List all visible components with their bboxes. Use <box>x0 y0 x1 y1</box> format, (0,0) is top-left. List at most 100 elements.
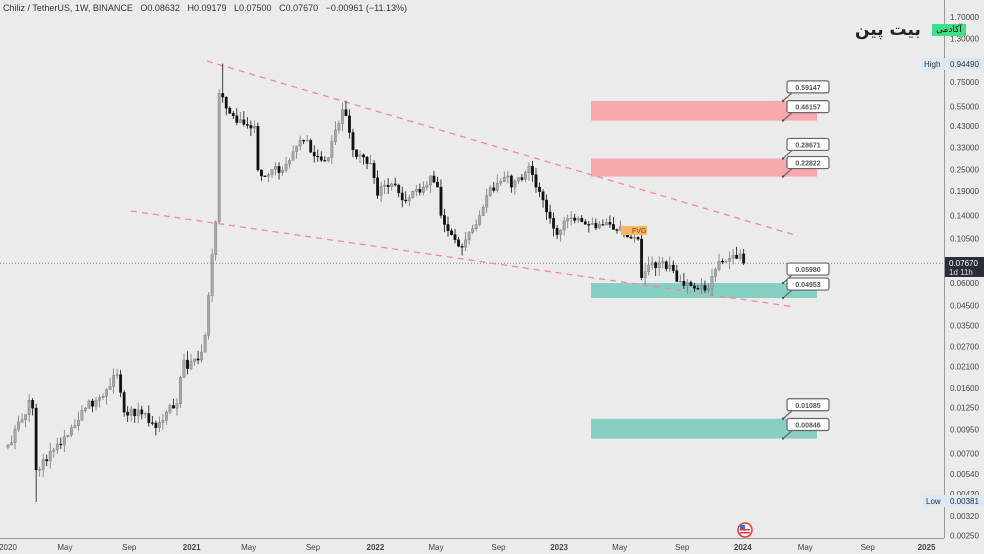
candle[interactable] <box>703 280 707 293</box>
candle[interactable] <box>506 170 510 184</box>
supply-zone[interactable] <box>591 158 817 177</box>
candle[interactable] <box>421 181 425 196</box>
candle[interactable] <box>615 228 619 234</box>
candle[interactable] <box>267 172 270 182</box>
candle[interactable] <box>196 350 200 365</box>
candle[interactable] <box>10 435 13 446</box>
demand-zone[interactable] <box>591 418 817 439</box>
candle[interactable] <box>91 398 94 413</box>
candle[interactable] <box>302 139 306 145</box>
candle[interactable] <box>270 169 274 179</box>
candle[interactable] <box>397 183 401 198</box>
candle[interactable] <box>608 215 612 228</box>
candle[interactable] <box>696 285 700 291</box>
candle[interactable] <box>640 230 644 281</box>
candle[interactable] <box>443 208 446 233</box>
candle[interactable] <box>105 388 108 405</box>
candle[interactable] <box>101 393 105 400</box>
candle[interactable] <box>583 219 587 225</box>
candle[interactable] <box>576 216 580 224</box>
candle[interactable] <box>337 120 341 134</box>
candle[interactable] <box>228 106 232 115</box>
candle[interactable] <box>221 63 225 103</box>
candle[interactable] <box>136 402 140 424</box>
candle[interactable] <box>531 160 534 182</box>
candle[interactable] <box>513 178 517 195</box>
candle[interactable] <box>548 204 552 224</box>
candle[interactable] <box>376 170 379 199</box>
candle[interactable] <box>17 415 20 433</box>
candle[interactable] <box>55 437 59 455</box>
candle[interactable] <box>393 177 397 187</box>
candle[interactable] <box>541 189 545 208</box>
candle[interactable] <box>94 397 98 411</box>
candle[interactable] <box>326 157 330 163</box>
candle[interactable] <box>710 268 714 297</box>
candle[interactable] <box>13 425 17 450</box>
candle[interactable] <box>735 246 739 260</box>
candle[interactable] <box>143 411 147 419</box>
candle[interactable] <box>6 443 10 450</box>
candle[interactable] <box>478 210 482 227</box>
candle[interactable] <box>700 278 703 294</box>
candle[interactable] <box>362 153 365 165</box>
candle[interactable] <box>133 408 137 423</box>
upper-trendline[interactable] <box>206 60 799 237</box>
candle[interactable] <box>87 399 91 410</box>
candle[interactable] <box>140 405 144 420</box>
candle[interactable] <box>330 135 334 164</box>
candle[interactable] <box>98 394 101 408</box>
candle[interactable] <box>291 145 295 161</box>
candle[interactable] <box>316 149 320 162</box>
candle[interactable] <box>562 216 566 236</box>
candle[interactable] <box>587 220 591 233</box>
candle[interactable] <box>186 351 189 375</box>
candle[interactable] <box>524 170 527 183</box>
candle[interactable] <box>742 248 746 266</box>
candle[interactable] <box>351 128 355 158</box>
candle[interactable] <box>671 260 675 274</box>
candle[interactable] <box>41 453 45 477</box>
candle[interactable] <box>323 156 327 162</box>
candle[interactable] <box>200 344 203 363</box>
candle[interactable] <box>450 228 453 236</box>
candle[interactable] <box>481 204 485 217</box>
candle[interactable] <box>738 249 742 261</box>
candle[interactable] <box>457 236 460 248</box>
candle[interactable] <box>319 151 323 163</box>
candle[interactable] <box>298 135 302 151</box>
candle[interactable] <box>643 263 647 285</box>
candle[interactable] <box>84 406 87 413</box>
candle[interactable] <box>210 248 214 302</box>
candle[interactable] <box>129 406 133 422</box>
candle[interactable] <box>538 182 541 198</box>
candle[interactable] <box>453 228 457 244</box>
candle[interactable] <box>383 179 387 195</box>
candle[interactable] <box>333 121 337 145</box>
candle[interactable] <box>263 175 267 177</box>
candle[interactable] <box>305 134 309 142</box>
candle[interactable] <box>432 170 436 184</box>
candle[interactable] <box>418 183 422 196</box>
candle[interactable] <box>76 411 80 431</box>
candle[interactable] <box>731 248 735 265</box>
candle[interactable] <box>284 156 288 173</box>
candle[interactable] <box>566 214 570 229</box>
candle[interactable] <box>207 292 211 340</box>
candle[interactable] <box>400 186 404 208</box>
candle[interactable] <box>650 256 654 271</box>
candle[interactable] <box>661 257 665 269</box>
candle[interactable] <box>425 180 429 191</box>
candle[interactable] <box>414 185 418 197</box>
candle[interactable] <box>175 398 179 416</box>
candle[interactable] <box>31 398 35 416</box>
candle[interactable] <box>499 178 503 186</box>
candle[interactable] <box>675 264 679 282</box>
candle[interactable] <box>509 174 513 193</box>
candle[interactable] <box>147 405 151 427</box>
demand-zone[interactable] <box>591 283 817 299</box>
candle[interactable] <box>689 280 693 287</box>
candle[interactable] <box>707 283 710 293</box>
candle[interactable] <box>527 162 531 182</box>
